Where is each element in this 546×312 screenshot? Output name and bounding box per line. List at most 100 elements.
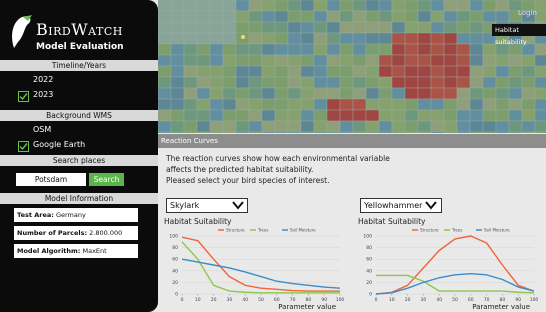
section-header: Model Information <box>0 193 158 204</box>
map-cell <box>171 88 184 99</box>
map-cell <box>197 132 210 133</box>
option-label[interactable]: Google Earth <box>33 140 85 149</box>
map-cell <box>236 44 249 55</box>
info-value: 2.800.000 <box>89 229 122 237</box>
map-cell <box>171 121 184 132</box>
map-cell <box>470 77 483 88</box>
map-cell <box>301 110 314 121</box>
map-cell <box>379 77 392 88</box>
map-cell <box>275 0 288 11</box>
map-cell <box>470 55 483 66</box>
search-button[interactable]: Search <box>89 173 124 186</box>
map-cell <box>418 22 431 33</box>
map-cell <box>288 22 301 33</box>
map-cell <box>171 110 184 121</box>
section-header: Timeline/Years <box>0 60 158 71</box>
description-line: Pleased select your bird species of inte… <box>166 176 330 185</box>
checkbox[interactable] <box>18 141 29 152</box>
map-cell <box>405 33 418 44</box>
legend-label: Trees <box>451 228 462 233</box>
map-cell <box>379 22 392 33</box>
legend-label: Structure <box>226 228 245 233</box>
map-cell <box>210 22 223 33</box>
map-cell <box>405 22 418 33</box>
map-cell <box>327 44 340 55</box>
map-cell <box>353 132 366 133</box>
map-cell <box>470 0 483 11</box>
map-cell <box>262 55 275 66</box>
map-cell <box>405 88 418 99</box>
map-cell <box>431 77 444 88</box>
map-cell <box>223 88 236 99</box>
map[interactable] <box>158 0 546 133</box>
y-tick-label: 80 <box>172 245 178 251</box>
map-cell <box>535 121 546 132</box>
dropdown-arrow <box>232 201 244 210</box>
map-cell <box>249 55 262 66</box>
map-cell <box>171 55 184 66</box>
map-cell <box>288 55 301 66</box>
x-tick-label: 0 <box>375 297 378 303</box>
map-cell <box>392 132 405 133</box>
info-key: Number of Parcels: <box>17 229 87 237</box>
map-cell <box>353 33 366 44</box>
map-cell <box>314 0 327 11</box>
map-cell <box>249 44 262 55</box>
map-cell <box>327 121 340 132</box>
map-cell <box>288 77 301 88</box>
map-cell <box>275 66 288 77</box>
map-cell <box>379 33 392 44</box>
map-cell <box>262 0 275 11</box>
map-cell <box>522 110 535 121</box>
map-cell <box>340 44 353 55</box>
map-cell <box>158 88 171 99</box>
map-cell <box>444 66 457 77</box>
map-cell <box>158 99 171 110</box>
map-cell <box>392 33 405 44</box>
map-cell <box>431 88 444 99</box>
option-label[interactable]: 2022 <box>33 75 53 84</box>
map-cell <box>223 44 236 55</box>
checkbox[interactable] <box>18 91 29 102</box>
map-cell <box>509 88 522 99</box>
option-label[interactable]: 2023 <box>33 90 53 99</box>
map-cell <box>288 66 301 77</box>
map-cell <box>288 11 301 22</box>
map-cell <box>392 110 405 121</box>
map-cell <box>249 110 262 121</box>
map-cell <box>444 0 457 11</box>
map-cell <box>392 0 405 11</box>
map-cell <box>327 0 340 11</box>
map-cell <box>288 132 301 133</box>
map-cell <box>301 66 314 77</box>
map-cell <box>509 121 522 132</box>
map-cell <box>457 44 470 55</box>
map-cell <box>366 88 379 99</box>
map-cell <box>418 99 431 110</box>
map-cell <box>262 99 275 110</box>
search-input[interactable]: Potsdam <box>16 173 86 186</box>
map-cell <box>262 22 275 33</box>
map-cell <box>353 77 366 88</box>
option-label[interactable]: OSM <box>33 125 51 134</box>
map-cell <box>223 77 236 88</box>
map-cell <box>431 121 444 132</box>
map-cell <box>379 66 392 77</box>
map-cell <box>392 44 405 55</box>
map-cell <box>496 11 509 22</box>
map-cell <box>379 55 392 66</box>
map-cell <box>210 66 223 77</box>
map-cell <box>392 121 405 132</box>
map-cell <box>314 121 327 132</box>
map-cell <box>483 99 496 110</box>
map-cell <box>418 110 431 121</box>
login-link[interactable]: Login <box>518 9 537 17</box>
map-cell <box>457 110 470 121</box>
map-cell <box>509 66 522 77</box>
map-cell <box>457 99 470 110</box>
map-cell <box>457 55 470 66</box>
map-cell <box>366 132 379 133</box>
info-key: Model Algorithm: <box>17 247 80 255</box>
map-cell <box>223 66 236 77</box>
map-cell <box>184 11 197 22</box>
